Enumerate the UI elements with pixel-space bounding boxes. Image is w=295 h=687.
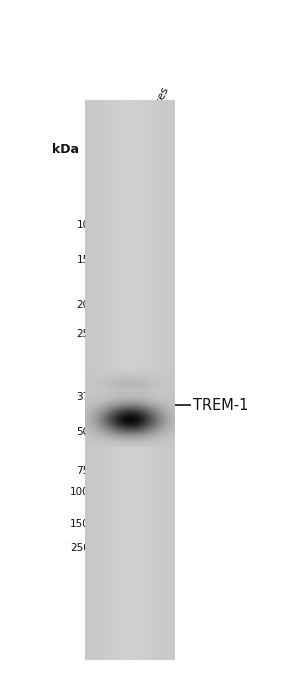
- Text: 75: 75: [76, 466, 90, 476]
- Text: 250: 250: [70, 543, 90, 553]
- Text: 37: 37: [76, 392, 90, 402]
- Text: TREM-1: TREM-1: [194, 398, 249, 413]
- Text: Human: Human: [121, 115, 147, 155]
- Text: 100: 100: [70, 487, 90, 497]
- Text: 10: 10: [76, 221, 90, 230]
- Text: 25: 25: [76, 328, 90, 339]
- Text: 150: 150: [70, 519, 90, 529]
- Text: 20: 20: [76, 300, 90, 310]
- Text: 50: 50: [76, 427, 90, 436]
- Text: 15: 15: [76, 255, 90, 264]
- Text: Granulocytes: Granulocytes: [130, 85, 171, 155]
- Text: kDa: kDa: [53, 143, 79, 155]
- Bar: [103, 159, 173, 591]
